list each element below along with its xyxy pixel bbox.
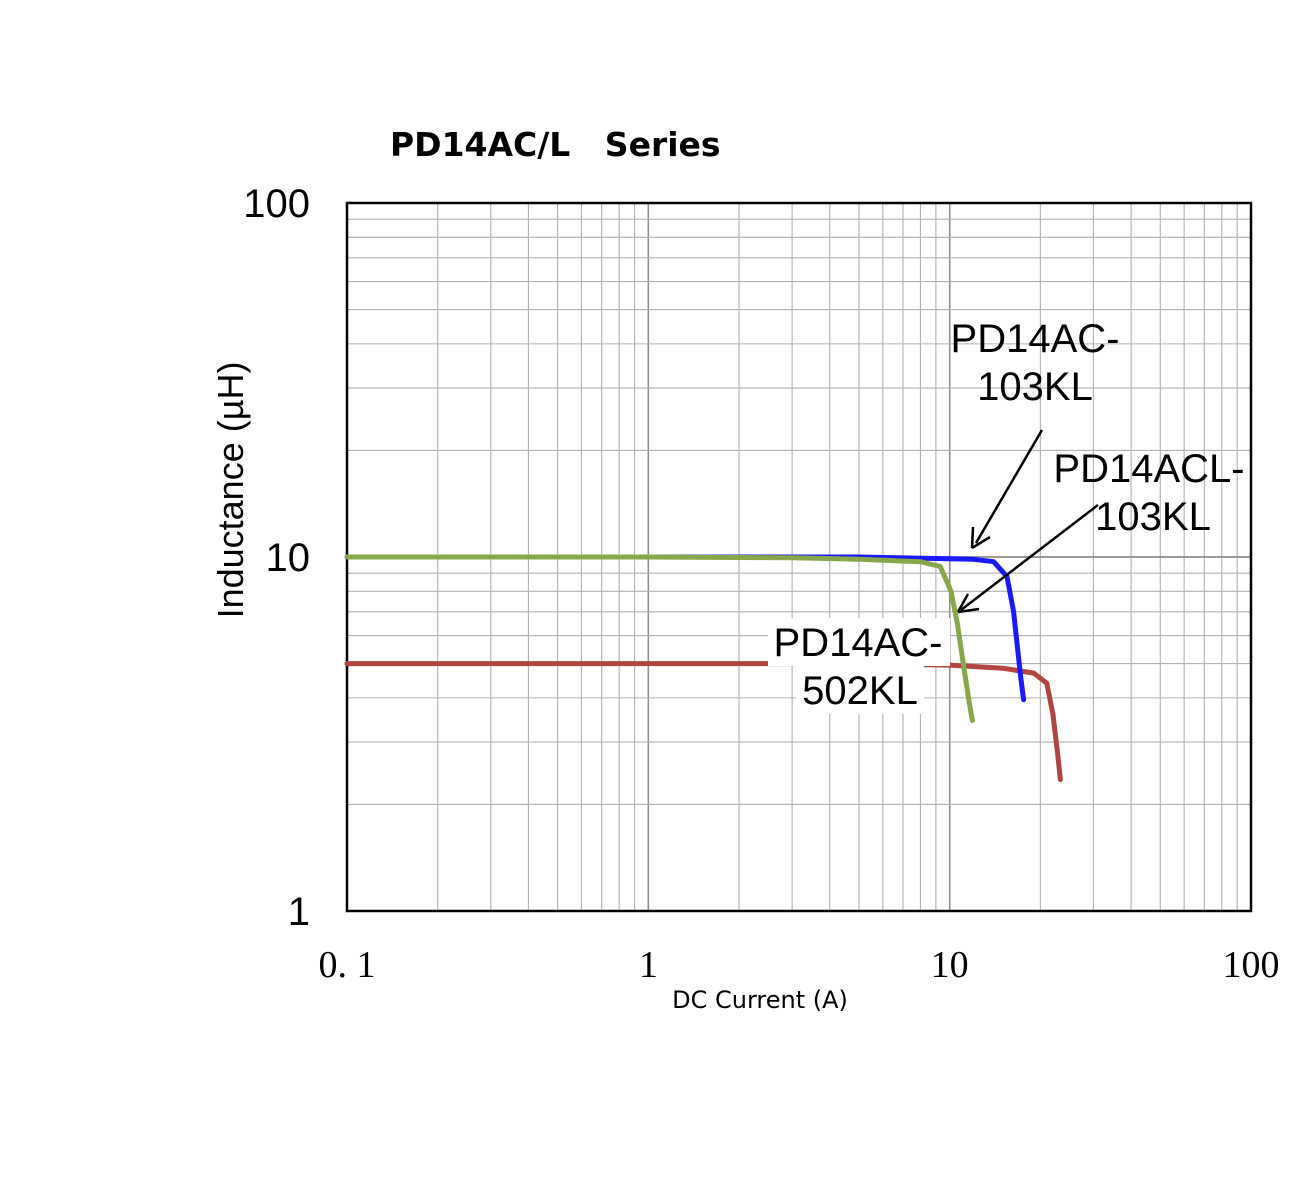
- arrow-shaft: [974, 429, 1044, 544]
- y-tick-labels: 1 10 100: [243, 182, 310, 934]
- series-line-pd14ac-502kl: [344, 661, 1063, 783]
- chart-title: PD14AC/L Series: [390, 125, 721, 164]
- arrow-shaft: [960, 504, 1099, 611]
- arrow-pd14ac-103kl: [970, 429, 1044, 550]
- arrow-pd14acl-103kl: [956, 504, 1099, 614]
- x-tick-label: 0. 1: [319, 944, 376, 986]
- y-tick-label: 10: [266, 536, 311, 580]
- annotation-pd14ac-103kl: PD14AC- 103KL: [951, 317, 1120, 409]
- y-axis-label: Inductance (µH): [210, 362, 251, 619]
- y-tick-label: 1: [288, 890, 310, 934]
- annotation-pd14ac-502kl: PD14AC- 502KL: [768, 618, 950, 714]
- annotation-line-1: PD14AC-: [951, 317, 1120, 361]
- x-tick-label: 10: [931, 944, 969, 986]
- annotation-line-1: PD14ACL-: [1053, 447, 1244, 491]
- annotation-line-1: PD14AC-: [774, 621, 943, 665]
- arrow-head: [970, 526, 991, 550]
- series-lines: [344, 554, 1063, 783]
- annotation-line-2: 502KL: [802, 669, 918, 713]
- annotation-pd14acl-103kl: PD14ACL- 103KL: [1053, 447, 1244, 539]
- arrow-head: [956, 593, 980, 614]
- x-tick-label: 100: [1223, 944, 1280, 986]
- x-tick-labels: 0. 1 1 10 100: [319, 944, 1280, 986]
- y-tick-label: 100: [243, 182, 310, 226]
- annotation-line-2: 103KL: [977, 365, 1093, 409]
- annotation-line-2: 103KL: [1095, 495, 1211, 539]
- x-tick-label: 1: [639, 944, 658, 986]
- annotation-background: [768, 618, 950, 666]
- annotation-background: [796, 666, 924, 714]
- x-axis-label: DC Current (A): [672, 986, 848, 1014]
- series-line-pd14acl-103kl: [344, 554, 975, 724]
